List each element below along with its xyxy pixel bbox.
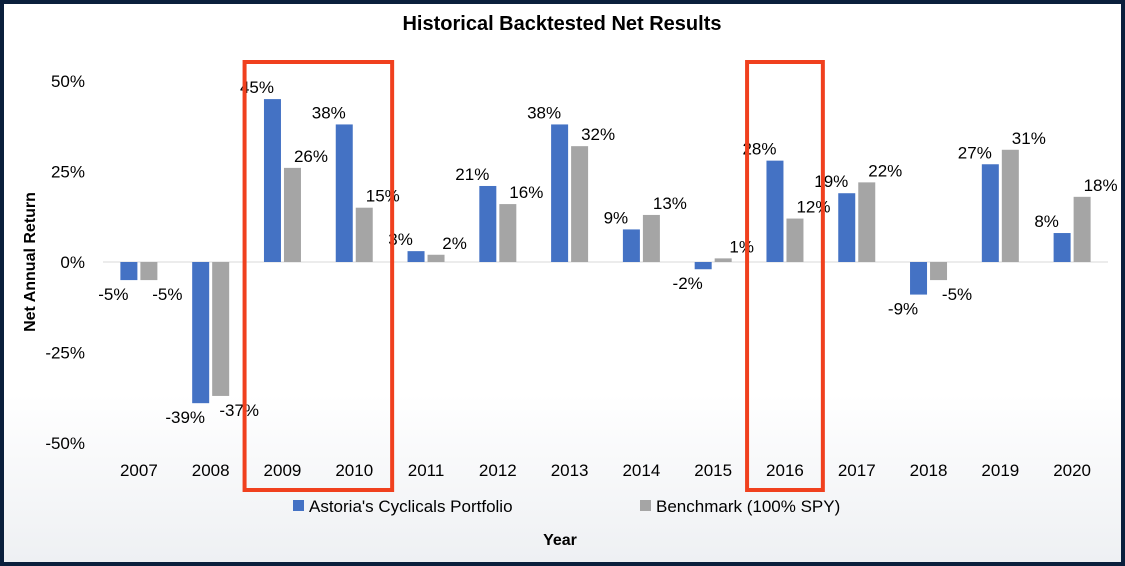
bar-benchmark bbox=[355, 207, 373, 262]
data-label: 13% bbox=[653, 194, 687, 213]
data-label: -5% bbox=[942, 285, 972, 304]
data-label: 9% bbox=[604, 208, 629, 227]
highlight-boxes bbox=[242, 60, 825, 492]
data-label: 18% bbox=[1084, 176, 1118, 195]
data-label: 1% bbox=[729, 237, 754, 256]
data-label: 3% bbox=[388, 230, 413, 249]
x-tick-label: 2013 bbox=[551, 461, 589, 480]
y-tick-label: 0% bbox=[60, 253, 85, 272]
bar-portfolio bbox=[407, 251, 425, 262]
highlight-box bbox=[242, 60, 395, 492]
legend: Astoria's Cyclicals Portfolio Benchmark (… bbox=[293, 497, 840, 516]
data-label: 28% bbox=[742, 140, 776, 159]
x-tick-label: 2012 bbox=[479, 461, 517, 480]
bar-portfolio bbox=[479, 185, 497, 262]
bar-benchmark bbox=[283, 167, 301, 262]
data-label: 27% bbox=[958, 143, 992, 162]
bar-portfolio bbox=[766, 160, 784, 262]
y-tick-label: 50% bbox=[51, 72, 85, 91]
x-tick-label: 2017 bbox=[838, 461, 876, 480]
y-axis-title: Net Annual Return bbox=[22, 192, 39, 332]
data-label: 22% bbox=[868, 161, 902, 180]
legend-label: Benchmark (100% SPY) bbox=[656, 497, 840, 516]
x-tick-label: 2011 bbox=[408, 461, 445, 480]
bars bbox=[120, 99, 1091, 404]
bar-portfolio bbox=[981, 164, 999, 262]
data-label: -9% bbox=[888, 300, 918, 319]
bar-benchmark bbox=[499, 204, 517, 262]
bar-portfolio bbox=[694, 262, 712, 270]
data-label: 38% bbox=[527, 103, 561, 122]
x-tick-label: 2010 bbox=[335, 461, 373, 480]
x-tick-label: 2020 bbox=[1053, 461, 1091, 480]
y-tick-label: 25% bbox=[51, 163, 85, 182]
data-label: 26% bbox=[294, 147, 328, 166]
chart-title: Historical Backtested Net Results bbox=[402, 13, 721, 35]
data-label: 8% bbox=[1034, 212, 1059, 231]
data-label: 38% bbox=[312, 103, 346, 122]
bar-benchmark bbox=[786, 218, 804, 262]
bar-benchmark bbox=[427, 254, 445, 262]
data-label: -37% bbox=[219, 401, 259, 420]
data-label: 45% bbox=[240, 78, 274, 97]
bar-benchmark bbox=[1001, 149, 1019, 262]
data-label: 16% bbox=[509, 183, 543, 202]
bar-benchmark bbox=[212, 262, 230, 396]
x-tick-label: 2019 bbox=[981, 461, 1019, 480]
legend-swatch bbox=[293, 500, 304, 511]
bar-portfolio bbox=[838, 193, 856, 262]
x-tick-label: 2008 bbox=[192, 461, 230, 480]
bar-portfolio bbox=[622, 229, 640, 262]
y-tick-label: -50% bbox=[45, 434, 85, 453]
data-label: -5% bbox=[98, 285, 128, 304]
x-tick-label: 2018 bbox=[910, 461, 948, 480]
bar-benchmark bbox=[1073, 196, 1091, 262]
data-label: -5% bbox=[152, 285, 182, 304]
data-label: 31% bbox=[1012, 129, 1046, 148]
y-tick-label: -25% bbox=[45, 344, 85, 363]
bar-benchmark bbox=[714, 258, 732, 262]
x-axis-ticks: 2007 2008 2009 2010 2011 2012 2013 2014 2015 2016… bbox=[120, 461, 1091, 480]
x-tick-label: 2009 bbox=[264, 461, 302, 480]
legend-swatch bbox=[640, 500, 651, 511]
bar-portfolio bbox=[263, 99, 281, 262]
bar-benchmark bbox=[140, 262, 158, 281]
bar-portfolio bbox=[1053, 233, 1071, 262]
bar-portfolio bbox=[910, 262, 928, 295]
bar-portfolio bbox=[335, 124, 353, 262]
x-tick-label: 2007 bbox=[120, 461, 158, 480]
highlight-box bbox=[745, 60, 825, 492]
data-label: -2% bbox=[673, 274, 703, 293]
x-tick-label: 2016 bbox=[766, 461, 804, 480]
data-label: 12% bbox=[796, 198, 830, 217]
x-tick-label: 2015 bbox=[694, 461, 732, 480]
data-label: -39% bbox=[165, 408, 205, 427]
bar-benchmark bbox=[930, 262, 948, 281]
data-label: 21% bbox=[455, 165, 489, 184]
data-label: 15% bbox=[366, 187, 400, 206]
bar-benchmark bbox=[858, 182, 876, 262]
x-axis-title: Year bbox=[543, 532, 577, 549]
data-label: 2% bbox=[442, 234, 467, 253]
legend-label: Astoria's Cyclicals Portfolio bbox=[309, 497, 513, 516]
bar-labels: -5% -39% 45% 38% 3% 21% 38% 9% -2% 28% 19% -9% 27% 8%… bbox=[98, 78, 1117, 427]
bar-portfolio bbox=[120, 262, 138, 281]
bar-benchmark bbox=[571, 146, 589, 262]
bar-portfolio bbox=[192, 262, 210, 404]
bar-benchmark bbox=[642, 214, 660, 262]
bar-portfolio bbox=[551, 124, 569, 262]
data-label: 19% bbox=[814, 172, 848, 191]
data-label: 32% bbox=[581, 125, 615, 144]
x-tick-label: 2014 bbox=[622, 461, 660, 480]
